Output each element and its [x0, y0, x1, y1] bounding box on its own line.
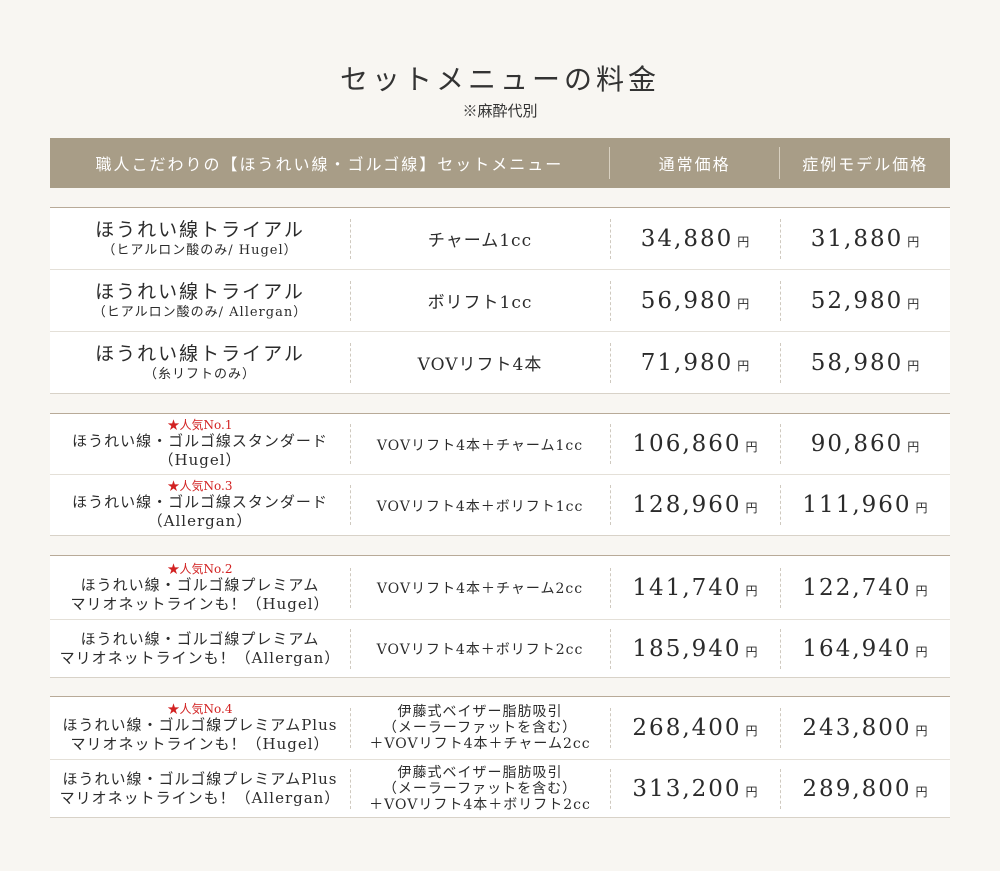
table-row: ★人気No.4 ほうれい線・ゴルゴ線プレミアムPlus マリオネットラインも！（… — [50, 697, 950, 760]
model-price: 90,860 円 — [780, 424, 950, 464]
group-trial: ほうれい線トライアル （ヒアルロン酸のみ/ Hugel） チャーム1cc 34,… — [50, 207, 950, 394]
regular-price: 34,880 円 — [610, 218, 780, 259]
table-row: ★人気No.2 ほうれい線・ゴルゴ線プレミアム マリオネットラインも！（Huge… — [50, 556, 950, 620]
anesthesia-note: ※麻酔代別 — [462, 102, 538, 120]
popularity-badge: ★人気No.3 — [167, 479, 233, 493]
course-name: ほうれい線トライアル （糸リフトのみ） — [95, 342, 305, 382]
table-row: ★人気No.1 ほうれい線・ゴルゴ線スタンダード （Hugel） VOVリフト4… — [50, 414, 950, 475]
course-name: ★人気No.1 ほうれい線・ゴルゴ線スタンダード （Hugel） — [50, 418, 350, 470]
model-price: 289,800 円 — [780, 768, 950, 809]
course-name: ほうれい線・ゴルゴ線プレミアムPlus マリオネットラインも！（Allergan… — [59, 769, 341, 807]
regular-price: 141,740 円 — [610, 567, 780, 608]
header-divider — [608, 147, 610, 179]
course-name: ほうれい線・ゴルゴ線プレミアム マリオネットラインも！（Allergan） — [59, 629, 341, 667]
course-menu: ボリフト1cc — [350, 280, 610, 321]
regular-price: 56,980 円 — [610, 280, 780, 321]
table-row: ほうれい線・ゴルゴ線プレミアム マリオネットラインも！（Allergan） VO… — [50, 620, 950, 677]
course-menu: VOVリフト4本＋ボリフト2cc — [350, 628, 610, 669]
group-premium-plus: ★人気No.4 ほうれい線・ゴルゴ線プレミアムPlus マリオネットラインも！（… — [50, 696, 950, 818]
course-name: ★人気No.4 ほうれい線・ゴルゴ線プレミアムPlus マリオネットラインも！（… — [50, 702, 350, 754]
model-price: 58,980 円 — [780, 342, 950, 383]
header-menu-column: 職人こだわりの【ほうれい線・ゴルゴ線】セットメニュー — [95, 155, 564, 174]
model-price: 122,740 円 — [780, 567, 950, 608]
table-header: 職人こだわりの【ほうれい線・ゴルゴ線】セットメニュー 通常価格 症例モデル価格 — [50, 138, 950, 188]
course-name: ほうれい線トライアル （ヒアルロン酸のみ/ Hugel） — [95, 218, 305, 258]
model-price: 243,800 円 — [780, 708, 950, 748]
model-price: 111,960 円 — [780, 485, 950, 525]
header-regular-price: 通常価格 — [658, 155, 731, 174]
course-menu: チャーム1cc — [350, 218, 610, 259]
course-menu: 伊藤式ベイザー脂肪吸引 （メーラーファットを含む） ＋VOVリフト4本＋ボリフト… — [350, 765, 610, 813]
course-menu: VOVリフト4本 — [350, 342, 610, 383]
regular-price: 71,980 円 — [610, 342, 780, 383]
popularity-badge: ★人気No.1 — [167, 418, 233, 432]
table-row: ほうれい線トライアル （糸リフトのみ） VOVリフト4本 71,980 円 58,… — [50, 332, 950, 393]
model-price: 164,940 円 — [780, 628, 950, 669]
regular-price: 185,940 円 — [610, 628, 780, 669]
table-row: ★人気No.3 ほうれい線・ゴルゴ線スタンダード （Allergan） VOVリ… — [50, 475, 950, 535]
regular-price: 106,860 円 — [610, 424, 780, 464]
course-menu: VOVリフト4本＋チャーム1cc — [350, 424, 610, 464]
regular-price: 128,960 円 — [610, 485, 780, 525]
course-name: ★人気No.3 ほうれい線・ゴルゴ線スタンダード （Allergan） — [50, 479, 350, 531]
model-price: 52,980 円 — [780, 280, 950, 321]
course-menu: VOVリフト4本＋ボリフト1cc — [350, 485, 610, 525]
regular-price: 268,400 円 — [610, 708, 780, 748]
regular-price: 313,200 円 — [610, 768, 780, 809]
group-premium: ★人気No.2 ほうれい線・ゴルゴ線プレミアム マリオネットラインも！（Huge… — [50, 555, 950, 678]
popularity-badge: ★人気No.4 — [167, 702, 233, 716]
table-row: ほうれい線トライアル （ヒアルロン酸のみ/ Allergan） ボリフト1cc … — [50, 270, 950, 332]
header-model-price: 症例モデル価格 — [802, 155, 929, 174]
model-price: 31,880 円 — [780, 218, 950, 259]
table-row: ほうれい線・ゴルゴ線プレミアムPlus マリオネットラインも！（Allergan… — [50, 760, 950, 817]
course-menu: 伊藤式ベイザー脂肪吸引 （メーラーファットを含む） ＋VOVリフト4本＋チャーム… — [350, 704, 610, 752]
page-title: セットメニューの料金 — [339, 63, 660, 96]
popularity-badge: ★人気No.2 — [167, 561, 233, 576]
course-name: ★人気No.2 ほうれい線・ゴルゴ線プレミアム マリオネットラインも！（Huge… — [50, 562, 350, 614]
header-divider — [779, 147, 781, 179]
course-name: ほうれい線トライアル （ヒアルロン酸のみ/ Allergan） — [92, 280, 308, 320]
group-standard: ★人気No.1 ほうれい線・ゴルゴ線スタンダード （Hugel） VOVリフト4… — [50, 413, 950, 536]
course-menu: VOVリフト4本＋チャーム2cc — [350, 567, 610, 608]
table-row: ほうれい線トライアル （ヒアルロン酸のみ/ Hugel） チャーム1cc 34,… — [50, 208, 950, 270]
